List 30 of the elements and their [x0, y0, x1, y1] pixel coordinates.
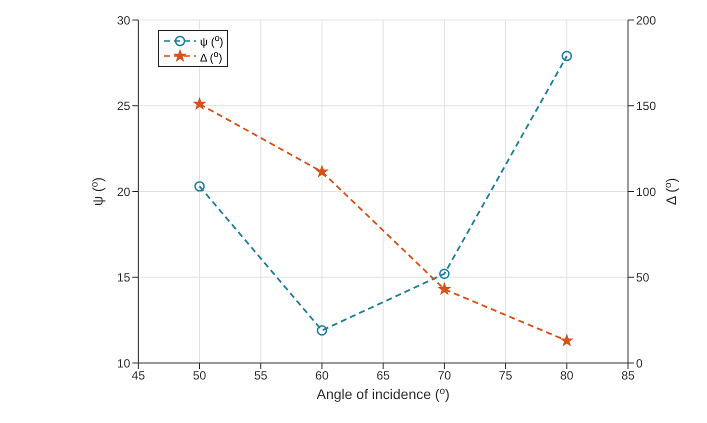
x-tick-label: 85 [621, 368, 635, 383]
point [560, 334, 573, 346]
point [438, 282, 450, 295]
x-tick-label: 80 [560, 368, 574, 383]
y2-tick-label: 50 [636, 270, 650, 285]
point [562, 50, 572, 62]
point [316, 325, 328, 336]
y2-tick-label: 0 [636, 356, 643, 370]
y-tick-label: 15 [116, 270, 131, 285]
y-tick-label: 20 [116, 184, 131, 199]
legend-label: Δ ($^{o}$) [200, 48, 222, 64]
point [193, 98, 206, 110]
x-axis-title: Angle of incidence ($^{o}$) [316, 386, 450, 402]
x-tick-label: 60 [315, 368, 329, 383]
legend-label: ψ ($^{o}$) [200, 33, 224, 49]
x-tick-label: 75 [498, 368, 513, 383]
x-tick-label: 65 [376, 368, 390, 383]
point [316, 165, 328, 178]
x-tick-label: 55 [254, 368, 268, 383]
y-tick-label: 25 [116, 99, 131, 114]
point [439, 268, 450, 280]
y-tick-label: 30 [116, 13, 131, 28]
y2-tick-label: 200 [636, 13, 656, 28]
x-tick-label: 45 [132, 368, 146, 383]
point [194, 181, 205, 192]
y2-tick-label: 100 [636, 184, 656, 199]
y2-tick-label: 150 [636, 99, 656, 114]
y-tick-label: 10 [116, 356, 131, 370]
x-tick-label: 70 [438, 368, 452, 383]
x-tick-label: 50 [192, 368, 207, 383]
